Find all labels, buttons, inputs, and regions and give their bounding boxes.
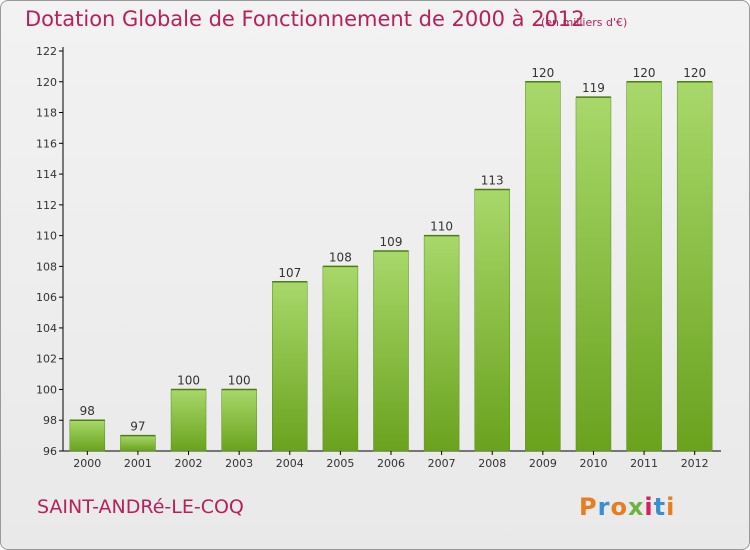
x-tick-label: 2004 — [276, 457, 304, 470]
x-tick-label: 2007 — [428, 457, 456, 470]
bar — [120, 435, 156, 452]
y-tick-label: 120 — [36, 76, 57, 89]
y-tick-label: 118 — [36, 107, 57, 120]
x-tick-label: 2009 — [529, 457, 557, 470]
bar — [221, 389, 257, 452]
logo-letter: o — [610, 493, 628, 521]
bar-value-label: 107 — [278, 266, 301, 280]
y-tick-label: 108 — [36, 260, 57, 273]
bar-value-label: 120 — [531, 66, 554, 80]
bar-value-label: 119 — [582, 81, 605, 95]
y-tick-label: 116 — [36, 137, 57, 150]
bar — [676, 81, 713, 452]
proxiti-logo: Proxiti — [579, 493, 675, 521]
bar — [525, 81, 561, 452]
y-tick-label: 106 — [36, 291, 57, 304]
bar-value-label: 100 — [177, 373, 200, 387]
bar-value-label: 98 — [80, 404, 95, 418]
y-tick-label: 104 — [36, 322, 57, 335]
x-tick-label: 2012 — [681, 457, 709, 470]
x-tick-label: 2001 — [124, 457, 152, 470]
bar — [170, 389, 207, 452]
y-tick-label: 98 — [43, 414, 57, 427]
logo-letter: r — [597, 493, 611, 521]
bar — [322, 266, 359, 452]
logo-letter: P — [579, 493, 598, 521]
bar-value-label: 100 — [228, 373, 251, 387]
chart-title: Dotation Globale de Fonctionnement de 20… — [25, 7, 585, 31]
x-tick-label: 2005 — [326, 457, 354, 470]
logo-letter: t — [653, 493, 667, 521]
bar-value-label: 109 — [380, 235, 403, 249]
logo-letter: x — [627, 493, 645, 521]
y-tick-label: 114 — [36, 168, 57, 181]
x-tick-label: 2010 — [579, 457, 607, 470]
bar-value-label: 97 — [130, 420, 145, 434]
x-tick-label: 2011 — [630, 457, 658, 470]
y-tick-label: 96 — [43, 445, 57, 458]
y-tick-label: 102 — [36, 353, 57, 366]
bar — [626, 81, 662, 452]
bar — [423, 235, 460, 452]
bar-value-label: 120 — [683, 66, 706, 80]
bar — [575, 96, 612, 452]
x-tick-label: 2008 — [478, 457, 506, 470]
logo-letter: i — [644, 493, 654, 521]
bar-value-label: 120 — [633, 66, 656, 80]
x-tick-label: 2002 — [175, 457, 203, 470]
logo-letter: i — [666, 493, 676, 521]
bar-value-label: 108 — [329, 250, 352, 264]
y-tick-label: 122 — [36, 45, 57, 58]
x-tick-label: 2000 — [73, 457, 101, 470]
y-tick-label: 100 — [36, 383, 57, 396]
chart-subtitle: (en milliers d'€) — [541, 16, 628, 29]
commune-name: SAINT-ANDRé-LE-COQ — [37, 496, 244, 518]
bar — [474, 189, 510, 452]
y-tick-label: 112 — [36, 199, 57, 212]
bar-value-label: 110 — [430, 220, 453, 234]
bar — [69, 419, 106, 452]
x-tick-label: 2003 — [225, 457, 253, 470]
bar — [373, 250, 409, 452]
x-tick-label: 2006 — [377, 457, 405, 470]
bar — [272, 281, 308, 452]
y-tick-label: 110 — [36, 230, 57, 243]
bar-value-label: 113 — [481, 173, 504, 187]
